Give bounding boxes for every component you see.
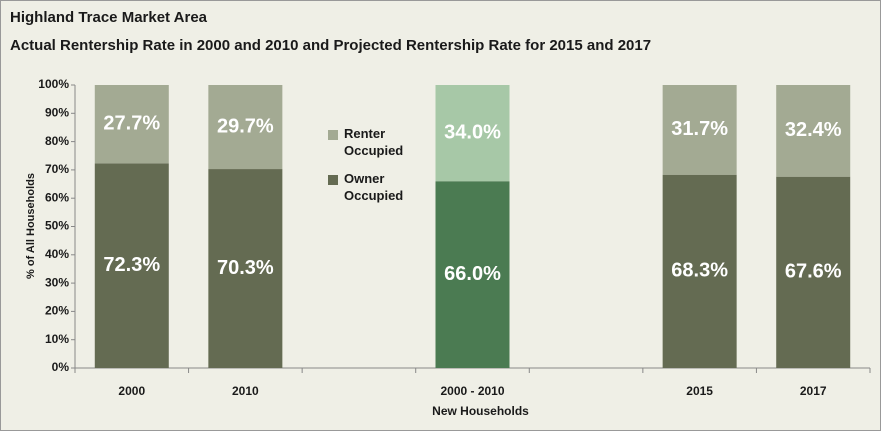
legend-label: Renter Occupied [344,126,403,158]
data-label: 70.3% [217,257,274,279]
x-tick-label: 2015 [686,384,713,398]
bar-segment [94,85,169,164]
data-label: 32.4% [785,119,842,141]
y-tick-label: 100% [38,77,69,91]
x-tick-label: 2000 - 2010 [440,384,504,398]
bar-segment [435,181,510,368]
data-label: 72.3% [103,254,160,276]
data-label: 67.6% [785,261,842,283]
y-tick-label: 40% [45,247,69,261]
chart-title: Highland Trace Market Area [10,9,208,26]
data-label: 66.0% [444,263,501,285]
y-axis-label: % of All Households [25,173,37,279]
data-label: 31.7% [671,118,728,140]
data-label: 68.3% [671,260,728,282]
legend-label: Owner Occupied [344,171,403,203]
bar-segment [662,85,737,175]
y-tick-label: 10% [45,332,69,346]
bar-segment [662,174,737,368]
x-tick-label: 2010 [232,384,259,398]
bar-segment [94,163,169,368]
legend-swatch [328,130,338,140]
y-tick-label: 70% [45,162,69,176]
data-label: 27.7% [103,112,160,134]
bar-segment [776,176,851,368]
bar-segment [208,169,283,368]
y-tick-label: 20% [45,304,69,318]
x-tick-label: 2000 [118,384,145,398]
y-tick-label: 60% [45,190,69,204]
bar-segment [435,85,510,182]
x-axis-label: New Households [432,404,529,418]
y-tick-label: 50% [45,219,69,233]
y-tick-label: 30% [45,275,69,289]
legend-swatch [328,175,338,185]
y-tick-label: 0% [52,360,70,374]
chart-subtitle: Actual Rentership Rate in 2000 and 2010 … [10,37,651,54]
data-label: 34.0% [444,121,501,143]
y-tick-label: 80% [45,134,69,148]
y-tick-label: 90% [45,105,69,119]
data-label: 29.7% [217,115,274,137]
x-tick-label: 2017 [800,384,827,398]
bar-segment [208,85,283,170]
bar-segment [776,85,851,177]
